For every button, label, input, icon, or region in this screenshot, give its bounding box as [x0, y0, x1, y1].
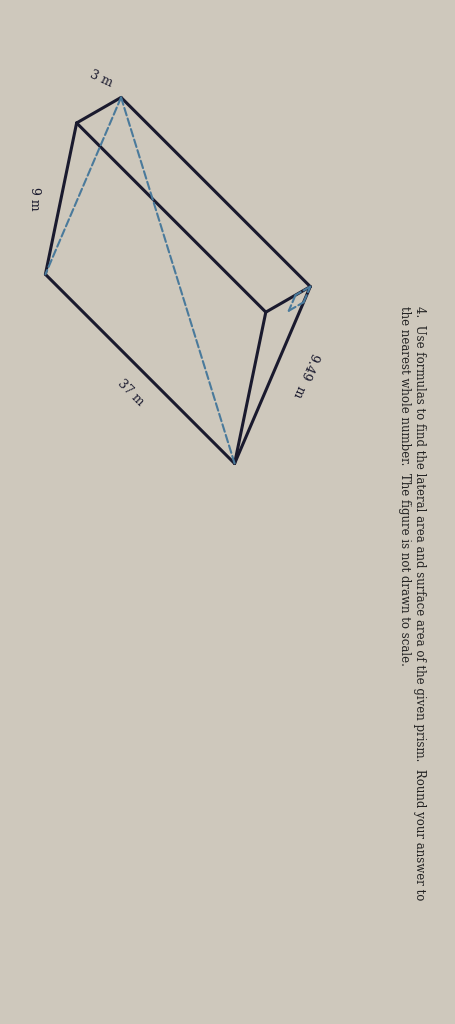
Text: 37 m: 37 m	[115, 377, 147, 409]
Text: 4.  Use formulas to find the lateral area and surface area of the given prism.  : 4. Use formulas to find the lateral area…	[413, 306, 425, 901]
Text: 9.49  m: 9.49 m	[290, 351, 321, 399]
Text: 9 m: 9 m	[28, 186, 41, 211]
Text: the nearest whole number.  The figure is not drawn to scale.: the nearest whole number. The figure is …	[399, 306, 411, 667]
Text: 3 m: 3 m	[87, 68, 114, 89]
